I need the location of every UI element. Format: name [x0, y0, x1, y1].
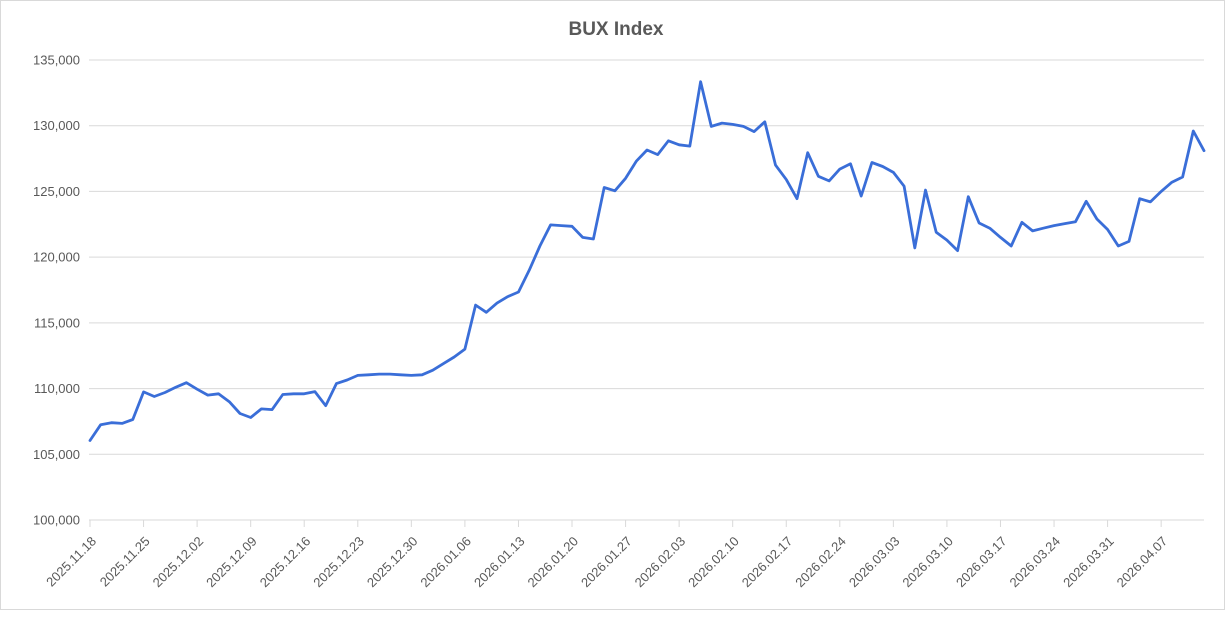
x-tick-label: 2025.12.16 — [257, 534, 314, 591]
y-axis-labels: 135,000 130,000 125,000 120,000 115,000 110,0… — [33, 53, 80, 528]
chart-title: BUX Index — [568, 19, 663, 40]
gridlines — [89, 59, 1204, 521]
x-tick-label: 2026.02.24 — [792, 534, 849, 591]
x-tick-label: 2025.11.18 — [43, 534, 99, 590]
y-tick-label: 100,000 — [33, 513, 80, 528]
x-tick-label: 2025.12.02 — [150, 534, 207, 591]
y-tick-label: 130,000 — [33, 118, 80, 133]
y-tick-label: 120,000 — [33, 250, 80, 265]
y-tick-label: 135,000 — [33, 53, 80, 68]
x-axis-labels: 2025.11.182025.11.252025.12.022025.12.09… — [43, 534, 1170, 591]
series-line-bux — [88, 80, 1206, 442]
x-tick-label: 2026.01.27 — [578, 534, 635, 591]
x-tick-label: 2026.02.03 — [632, 534, 689, 591]
x-tick-label: 2026.03.10 — [899, 534, 956, 591]
x-tick-label: 2025.12.09 — [203, 534, 260, 591]
y-tick-label: 125,000 — [33, 184, 80, 199]
x-tick-label: 2026.03.17 — [953, 534, 1010, 591]
x-tick-label: 2026.04.07 — [1114, 534, 1171, 591]
x-tick-label: 2026.01.06 — [417, 534, 474, 591]
y-tick-label: 105,000 — [33, 447, 80, 462]
x-tick-label: 2026.03.24 — [1007, 534, 1064, 591]
x-tick-label: 2026.01.13 — [471, 534, 528, 591]
x-tick-label: 2025.11.25 — [97, 534, 153, 590]
x-tick-label: 2026.02.17 — [739, 534, 796, 591]
bux-index-chart: 135,000 130,000 125,000 120,000 115,000 110,0… — [33, 19, 1206, 591]
x-tick-label: 2026.02.10 — [685, 534, 742, 591]
x-tick-label: 2025.12.30 — [364, 534, 421, 591]
y-tick-label: 115,000 — [34, 315, 80, 330]
x-axis-ticks — [89, 520, 1162, 527]
x-tick-label: 2026.01.20 — [525, 534, 582, 591]
y-tick-label: 110,000 — [34, 381, 80, 396]
x-tick-label: 2026.03.31 — [1060, 534, 1117, 591]
x-tick-label: 2026.03.03 — [846, 534, 903, 591]
x-tick-label: 2025.12.23 — [310, 534, 367, 591]
